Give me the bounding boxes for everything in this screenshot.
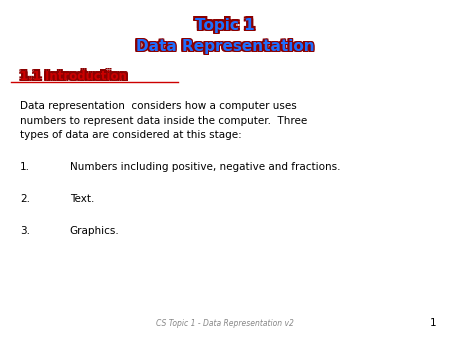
Text: Data Representation: Data Representation xyxy=(138,39,316,54)
Text: 1.1 Introduction: 1.1 Introduction xyxy=(22,68,129,81)
Text: 1.1 Introduction: 1.1 Introduction xyxy=(22,71,129,84)
Text: 2.: 2. xyxy=(20,194,30,204)
Text: Topic 1: Topic 1 xyxy=(197,19,256,34)
Text: 1.1 Introduction: 1.1 Introduction xyxy=(18,70,125,82)
Text: Text.: Text. xyxy=(70,194,94,204)
Text: Data Representation: Data Representation xyxy=(138,38,316,53)
Text: Data Representation: Data Representation xyxy=(134,41,312,55)
Text: Numbers including positive, negative and fractions.: Numbers including positive, negative and… xyxy=(70,162,340,172)
Text: Data Representation: Data Representation xyxy=(136,41,314,55)
Text: 1: 1 xyxy=(430,318,436,328)
Text: Topic 1: Topic 1 xyxy=(195,17,255,31)
Text: Topic 1: Topic 1 xyxy=(194,17,253,31)
Text: 3.: 3. xyxy=(20,226,30,237)
Text: Graphics.: Graphics. xyxy=(70,226,120,237)
Text: 1.1 Introduction: 1.1 Introduction xyxy=(20,71,127,84)
Text: Data Representation: Data Representation xyxy=(138,41,316,55)
Text: Data Representation: Data Representation xyxy=(136,39,314,54)
Text: Data Representation: Data Representation xyxy=(134,38,312,53)
Text: Topic 1: Topic 1 xyxy=(194,18,253,33)
Text: Data Representation: Data Representation xyxy=(134,39,312,54)
Text: Data representation  considers how a computer uses
numbers to represent data ins: Data representation considers how a comp… xyxy=(20,101,307,140)
Text: 1.1 Introduction: 1.1 Introduction xyxy=(22,70,129,82)
Text: Data Representation: Data Representation xyxy=(136,38,314,53)
Text: 1.1 Introduction: 1.1 Introduction xyxy=(20,70,127,82)
Text: 1.1 Introduction: 1.1 Introduction xyxy=(20,68,127,81)
Text: Topic 1: Topic 1 xyxy=(197,18,256,33)
Text: 1.: 1. xyxy=(20,162,30,172)
Text: Topic 1: Topic 1 xyxy=(197,17,256,31)
Text: CS Topic 1 - Data Representation v2: CS Topic 1 - Data Representation v2 xyxy=(156,319,294,328)
Text: Topic 1: Topic 1 xyxy=(195,19,255,34)
Text: Topic 1: Topic 1 xyxy=(194,19,253,34)
Text: 1.1 Introduction: 1.1 Introduction xyxy=(18,68,125,81)
Text: 1.1 Introduction: 1.1 Introduction xyxy=(18,71,125,84)
Text: Topic 1: Topic 1 xyxy=(195,18,255,33)
